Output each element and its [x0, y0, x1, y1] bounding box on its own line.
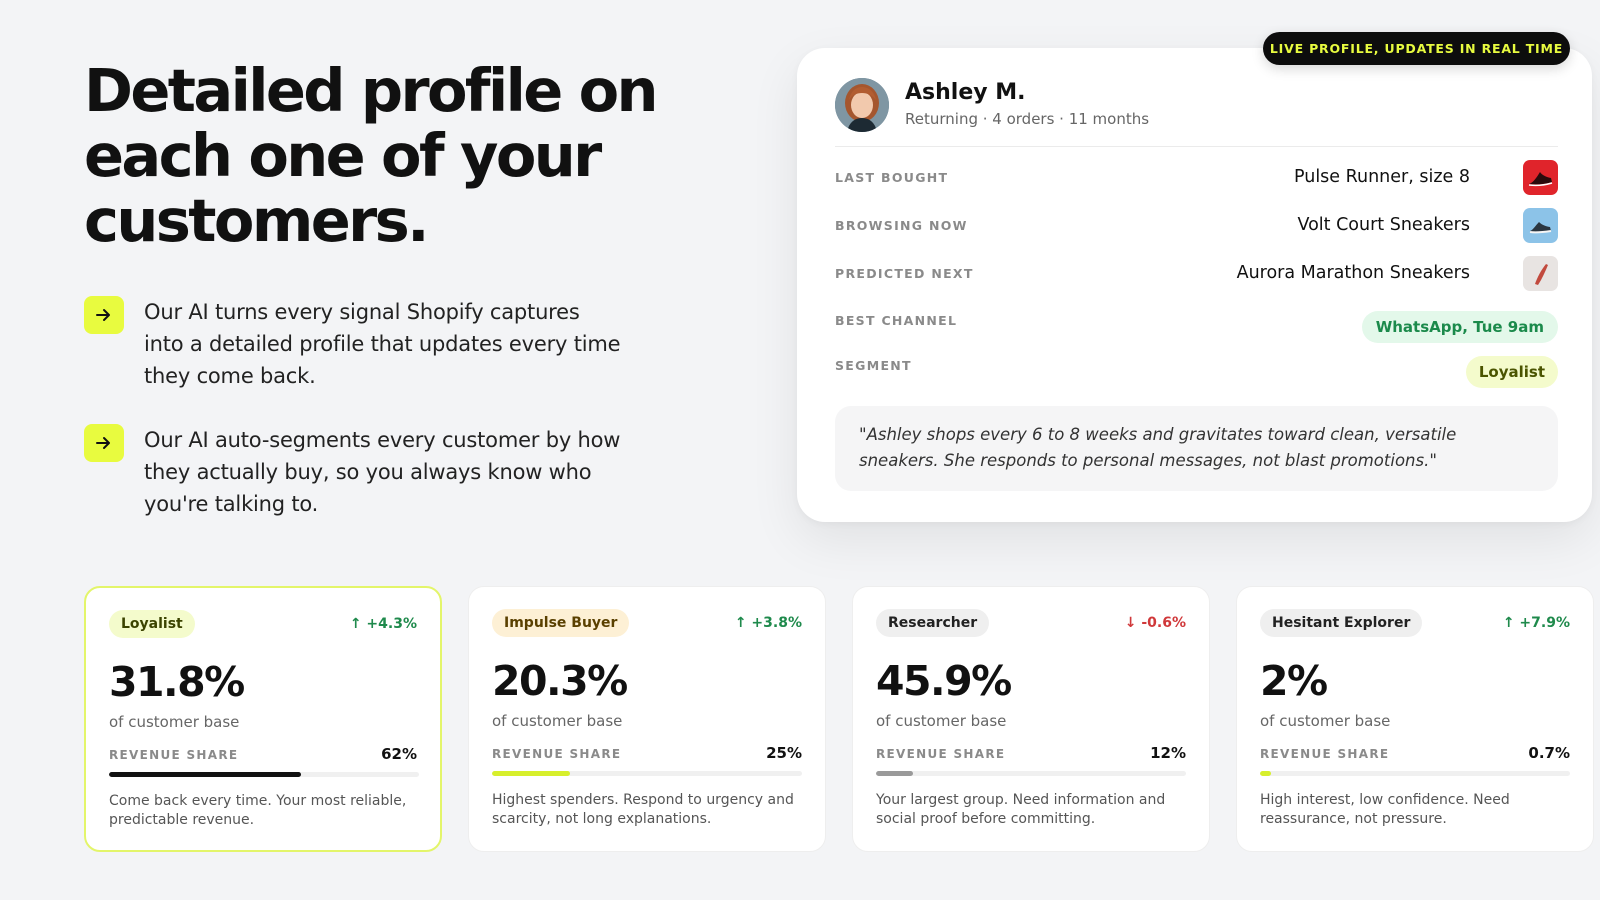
segment-percentage: 45.9%: [876, 657, 1012, 705]
revenue-share-bar: [876, 771, 1186, 776]
segment-card[interactable]: Hesitant Explorer ↑ +7.9% 2% of customer…: [1236, 586, 1594, 852]
segment-description: Your largest group. Need information and…: [876, 792, 1166, 827]
marathon-sneaker-icon: [1523, 256, 1558, 291]
segment-card[interactable]: Impulse Buyer ↑ +3.8% 20.3% of customer …: [468, 586, 826, 852]
revenue-share-value: 25%: [766, 744, 802, 762]
feature-item-profile: Our AI turns every signal Shopify captur…: [84, 296, 624, 392]
page-title: Detailed profile on each one of your cus…: [84, 56, 659, 255]
feature-text: Our AI auto-segments every customer by h…: [144, 428, 621, 516]
segment-trend: ↑ +7.9%: [1502, 615, 1570, 631]
segment-card[interactable]: Researcher ↓ -0.6% 45.9% of customer bas…: [852, 586, 1210, 852]
segment-trend: ↓ -0.6%: [1124, 615, 1186, 631]
revenue-share-value: 0.7%: [1528, 744, 1570, 762]
best-channel-label: BEST CHANNEL: [835, 313, 958, 328]
segment-description: Highest spenders. Respond to urgency and…: [492, 792, 794, 827]
segment-percentage: 31.8%: [109, 658, 245, 706]
segment-card[interactable]: Loyalist ↑ +4.3% 31.8% of customer base …: [84, 586, 442, 852]
browsing-now-label: BROWSING NOW: [835, 218, 968, 233]
best-channel-pill: WhatsApp, Tue 9am: [1361, 311, 1558, 343]
browsing-now-value: Volt Court Sneakers: [1297, 215, 1470, 235]
blue-court-sneaker-icon: [1523, 208, 1558, 243]
revenue-share-bar-fill: [109, 772, 302, 777]
segment-description: High interest, low confidence. Need reas…: [1260, 792, 1510, 827]
customer-summary: Returning · 4 orders · 11 months: [905, 110, 1150, 128]
revenue-share-value: 62%: [381, 745, 417, 763]
revenue-share-bar: [109, 772, 419, 777]
revenue-share-bar-fill: [1260, 771, 1271, 776]
revenue-share-label: REVENUE SHARE: [109, 748, 239, 762]
revenue-share-bar-fill: [876, 771, 914, 776]
revenue-share-label: REVENUE SHARE: [876, 747, 1006, 761]
customer-name: Ashley M.: [905, 80, 1026, 105]
revenue-share-bar: [492, 771, 802, 776]
predicted-next-label: PREDICTED NEXT: [835, 266, 974, 281]
segment-of-label: of customer base: [109, 713, 240, 731]
segment-trend: ↑ +3.8%: [734, 615, 802, 631]
segment-trend: ↑ +4.3%: [349, 616, 417, 632]
arrow-right-icon: [84, 424, 124, 462]
live-profile-badge: LIVE PROFILE, UPDATES IN REAL TIME: [1263, 32, 1570, 65]
arrow-right-icon: [84, 296, 124, 334]
divider: [835, 146, 1558, 147]
segment-of-label: of customer base: [1260, 712, 1391, 730]
segment-pill: Loyalist: [1465, 356, 1558, 388]
feature-text: Our AI turns every signal Shopify captur…: [144, 300, 621, 388]
segment-description: Come back every time. Your most reliable…: [109, 793, 407, 828]
last-bought-value: Pulse Runner, size 8: [1293, 167, 1470, 187]
segment-name-pill: Hesitant Explorer: [1260, 609, 1423, 637]
segment-name-pill: Impulse Buyer: [492, 609, 630, 637]
avatar: [835, 78, 889, 132]
revenue-share-bar: [1260, 771, 1570, 776]
revenue-share-value: 12%: [1150, 744, 1186, 762]
segment-percentage: 20.3%: [492, 657, 628, 705]
segment-of-label: of customer base: [492, 712, 623, 730]
segment-of-label: of customer base: [876, 712, 1007, 730]
segment-percentage: 2%: [1260, 657, 1328, 705]
last-bought-label: LAST BOUGHT: [835, 170, 949, 185]
predicted-next-value: Aurora Marathon Sneakers: [1236, 263, 1470, 283]
red-running-shoe-icon: [1523, 160, 1558, 195]
revenue-share-label: REVENUE SHARE: [1260, 747, 1390, 761]
revenue-share-label: REVENUE SHARE: [492, 747, 622, 761]
feature-item-segments: Our AI auto-segments every customer by h…: [84, 424, 624, 520]
ai-summary-quote: "Ashley shops every 6 to 8 weeks and gra…: [835, 406, 1558, 491]
segment-label: SEGMENT: [835, 358, 912, 373]
revenue-share-bar-fill: [492, 771, 570, 776]
segment-name-pill: Loyalist: [109, 610, 195, 638]
segment-name-pill: Researcher: [876, 609, 990, 637]
